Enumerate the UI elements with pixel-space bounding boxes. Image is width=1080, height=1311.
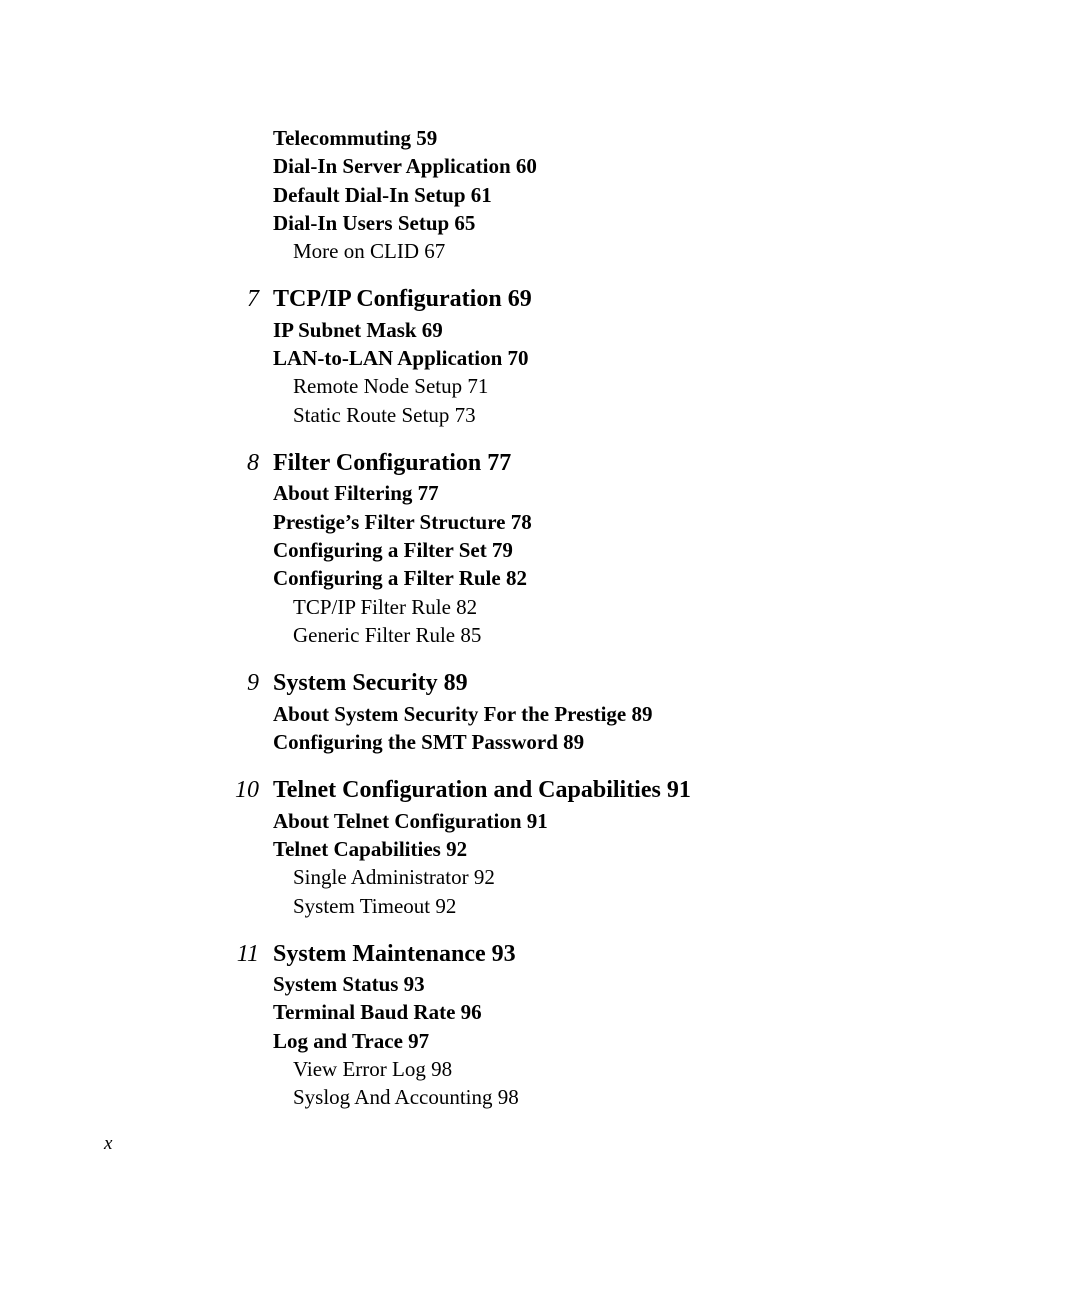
toc-subsection: Syslog And Accounting 98: [265, 1084, 980, 1111]
toc-subsection: Static Route Setup 73: [265, 402, 980, 429]
toc-section: About Telnet Configuration 91: [265, 808, 980, 835]
toc-chapter-title: System Security 89: [273, 670, 468, 696]
toc-chapter-number: 11: [237, 938, 259, 970]
toc-subsection: Remote Node Setup 71: [265, 373, 980, 400]
toc-section: Prestige’s Filter Structure 78: [265, 509, 980, 536]
toc-chapter-title: Telnet Configuration and Capabilities 91: [273, 777, 691, 803]
toc-subsection: View Error Log 98: [265, 1056, 980, 1083]
toc-section: Configuring the SMT Password 89: [265, 729, 980, 756]
toc-section: Telecommuting 59: [265, 125, 980, 152]
toc-chapter-number: 9: [247, 667, 259, 699]
toc-section: Telnet Capabilities 92: [265, 836, 980, 863]
toc-chapter: 9 System Security 89: [265, 667, 980, 699]
toc-section: About System Security For the Prestige 8…: [265, 701, 980, 728]
toc-subsection: More on CLID 67: [265, 238, 980, 265]
toc-chapter-number: 7: [247, 283, 259, 315]
page-container: Telecommuting 59 Dial-In Server Applicat…: [0, 0, 1080, 1311]
toc-subsection: Single Administrator 92: [265, 864, 980, 891]
toc-section: About Filtering 77: [265, 480, 980, 507]
toc-section: Terminal Baud Rate 96: [265, 999, 980, 1026]
toc-section: Configuring a Filter Set 79: [265, 537, 980, 564]
toc-section: Log and Trace 97: [265, 1028, 980, 1055]
toc-section: Default Dial-In Setup 61: [265, 182, 980, 209]
toc-chapter-title: Filter Configuration 77: [273, 450, 511, 476]
toc-section: IP Subnet Mask 69: [265, 317, 980, 344]
toc-chapter-number: 10: [235, 774, 259, 806]
toc-chapter-title: System Maintenance 93: [273, 941, 516, 967]
page-footer-number: x: [104, 1133, 112, 1155]
toc-subsection: Generic Filter Rule 85: [265, 622, 980, 649]
toc-section: LAN-to-LAN Application 70: [265, 345, 980, 372]
toc-section: Configuring a Filter Rule 82: [265, 565, 980, 592]
toc-chapter: 11 System Maintenance 93: [265, 938, 980, 970]
toc-subsection: System Timeout 92: [265, 893, 980, 920]
toc-chapter-title: TCP/IP Configuration 69: [273, 286, 532, 312]
toc-chapter: 8 Filter Configuration 77: [265, 447, 980, 479]
toc-chapter: 10 Telnet Configuration and Capabilities…: [265, 774, 980, 806]
toc-section: System Status 93: [265, 971, 980, 998]
toc-section: Dial-In Server Application 60: [265, 153, 980, 180]
toc-chapter-number: 8: [247, 447, 259, 479]
toc-section: Dial-In Users Setup 65: [265, 210, 980, 237]
toc-subsection: TCP/IP Filter Rule 82: [265, 594, 980, 621]
toc-chapter: 7 TCP/IP Configuration 69: [265, 283, 980, 315]
